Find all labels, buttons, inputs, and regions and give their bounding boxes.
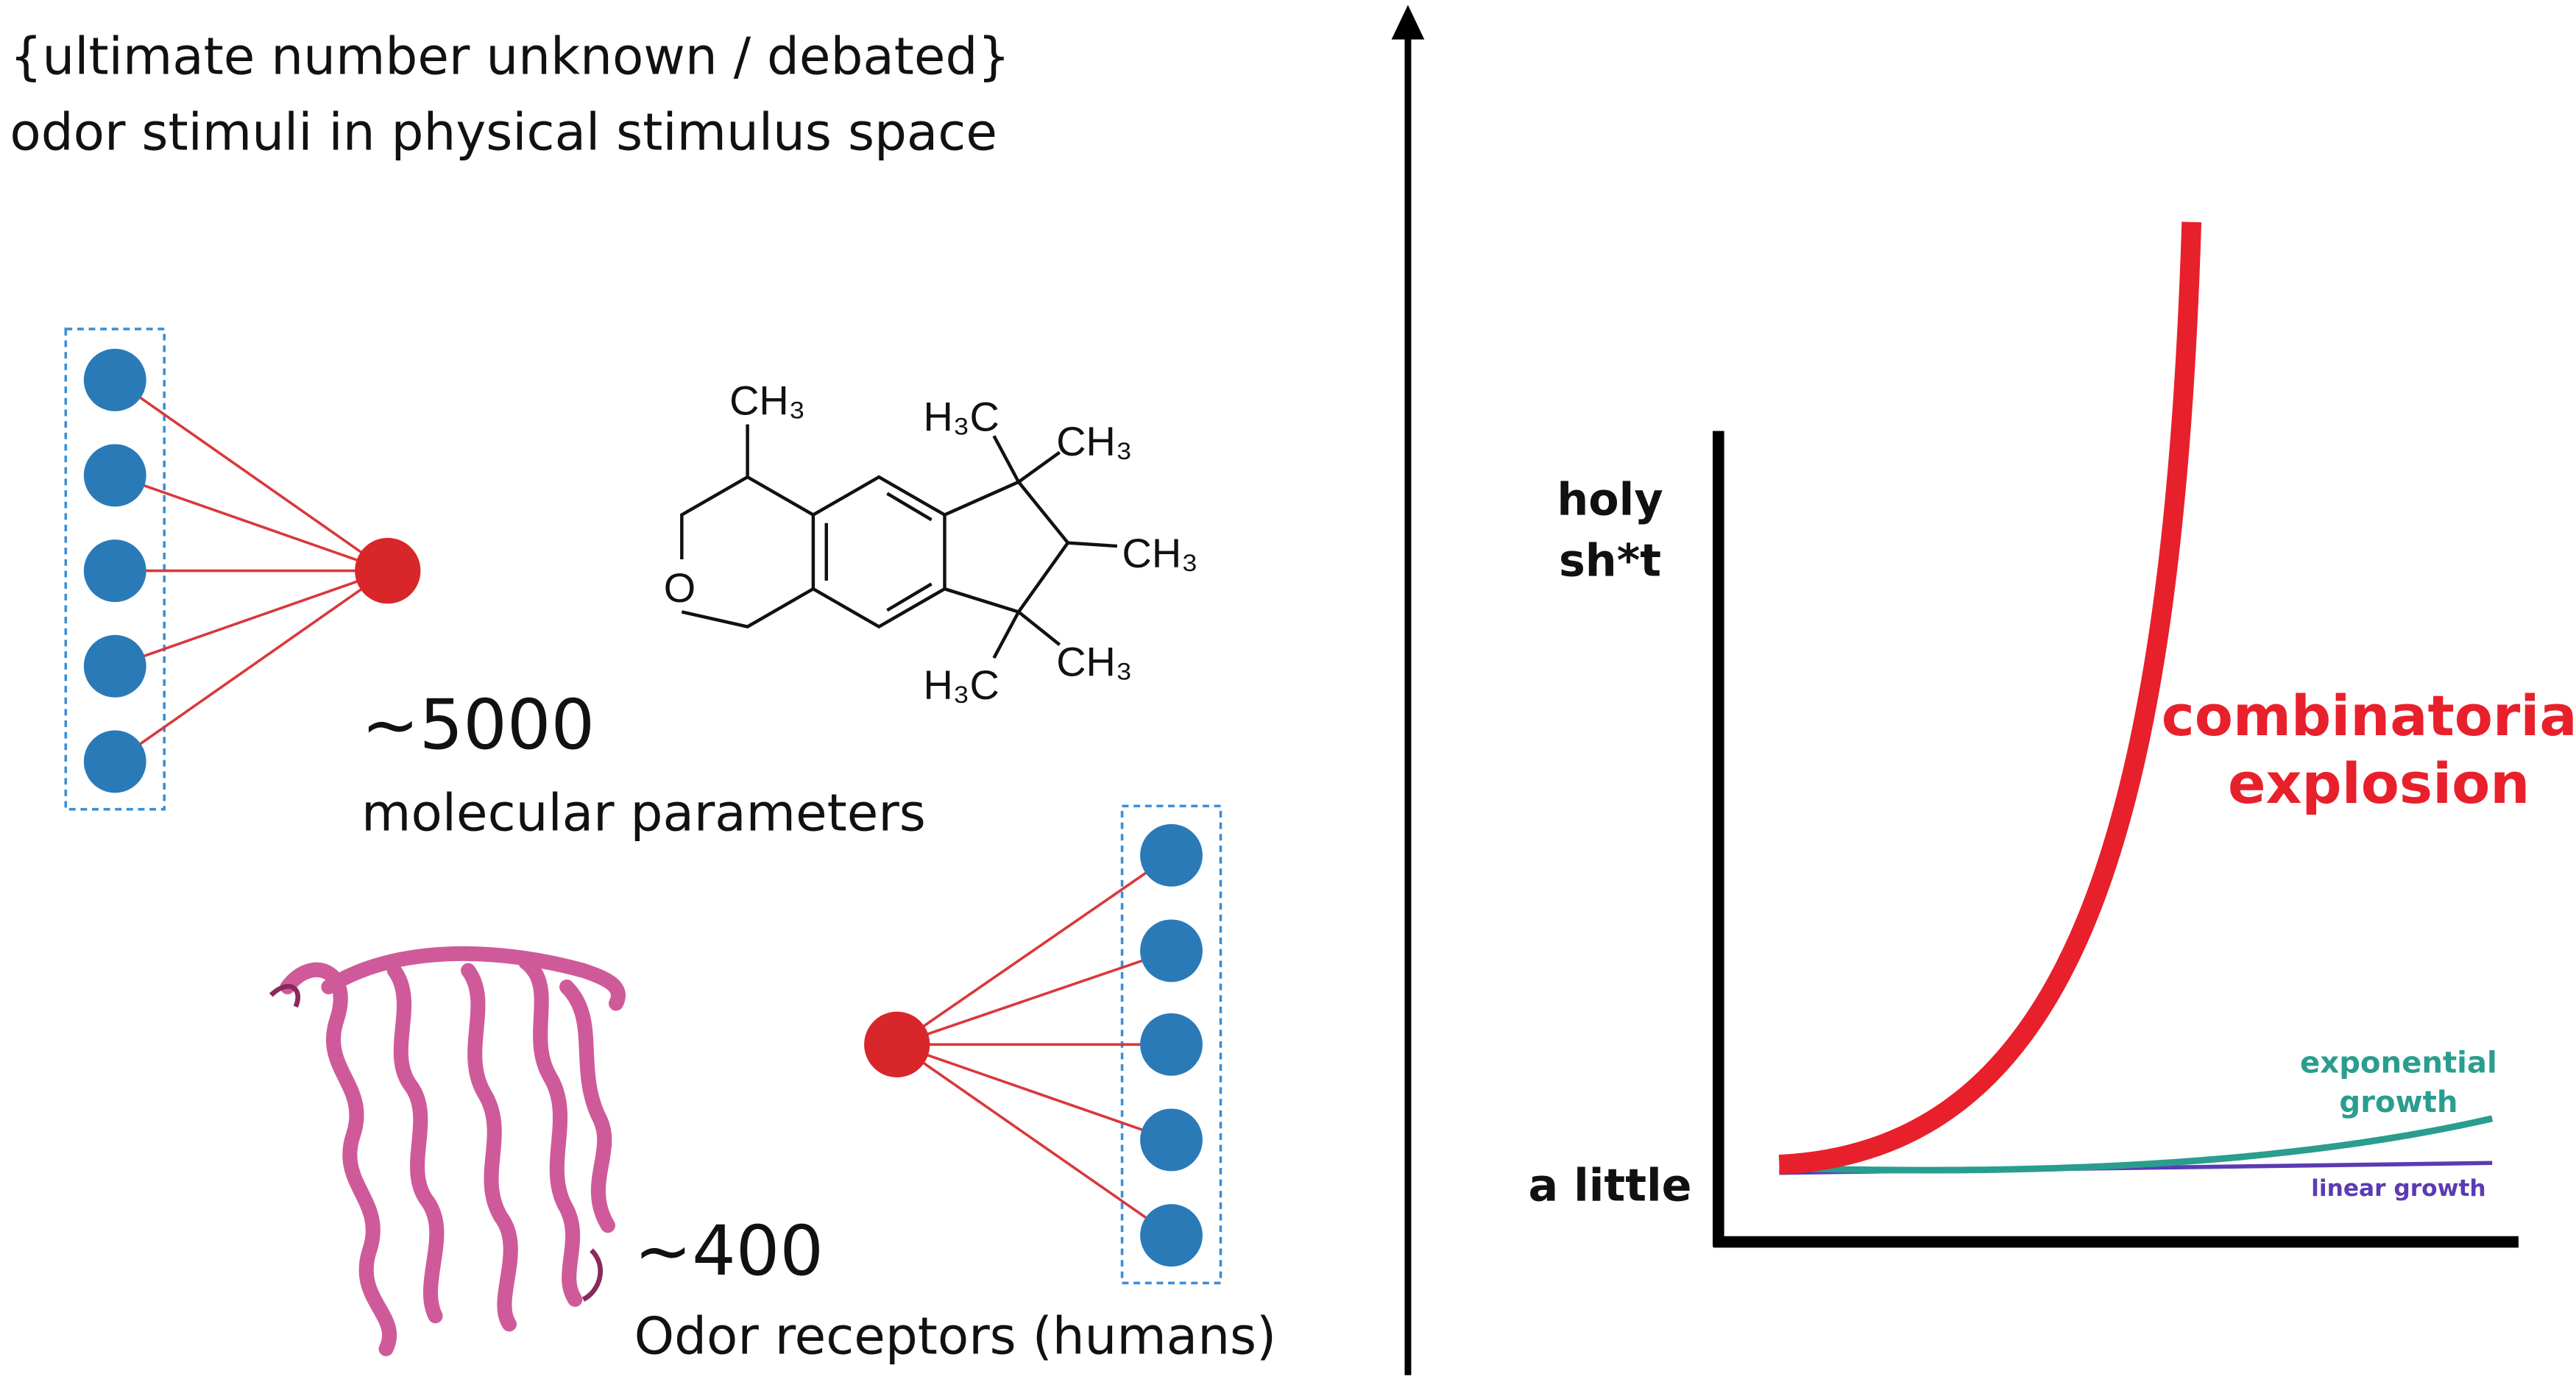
edges xyxy=(114,378,389,763)
title-line: odor stimuli in physical stimulus space xyxy=(10,103,997,162)
chem-label: CH₃ xyxy=(1122,530,1198,576)
protein-shade xyxy=(269,984,604,1302)
nodes xyxy=(1140,823,1203,1267)
hub-node xyxy=(864,1011,930,1078)
chem-label: H₃C xyxy=(923,662,999,708)
node-box xyxy=(64,327,166,811)
arrow-head xyxy=(1391,4,1425,40)
curve-label: linear growth xyxy=(2311,1175,2486,1202)
nodes xyxy=(83,348,146,793)
curve-label: growth xyxy=(2339,1085,2458,1119)
exponential-curve xyxy=(1779,1115,2494,1174)
title-line: {ultimate number unknown / debated} xyxy=(10,28,1010,87)
count-label: Odor receptors (humans) xyxy=(634,1307,1276,1366)
chem-label: CH₃ xyxy=(1056,639,1132,685)
protein xyxy=(280,946,626,1356)
y-label: sh*t xyxy=(1559,535,1661,587)
count: ~400 xyxy=(634,1211,824,1292)
y-label: a little xyxy=(1528,1161,1691,1212)
chem-label: CH₃ xyxy=(1056,418,1132,464)
axes xyxy=(1713,431,2519,1248)
molecule xyxy=(680,424,1118,659)
curve-label: exponential xyxy=(2300,1046,2497,1080)
y-label: holy xyxy=(1557,475,1663,526)
hub-node xyxy=(355,537,421,604)
molecular-network xyxy=(64,327,421,811)
edges xyxy=(896,854,1172,1237)
chem-label: H₃C xyxy=(923,394,999,440)
curve-label: combinatorial xyxy=(2162,684,2576,748)
chem-label: O xyxy=(664,564,696,611)
count: ~5000 xyxy=(361,685,595,765)
count-label: molecular parameters xyxy=(361,784,926,843)
receptor-network xyxy=(864,804,1222,1285)
combinatorial-curve xyxy=(1778,222,2202,1175)
chem-label: CH₃ xyxy=(729,377,805,423)
curve-label: explosion xyxy=(2228,751,2530,816)
